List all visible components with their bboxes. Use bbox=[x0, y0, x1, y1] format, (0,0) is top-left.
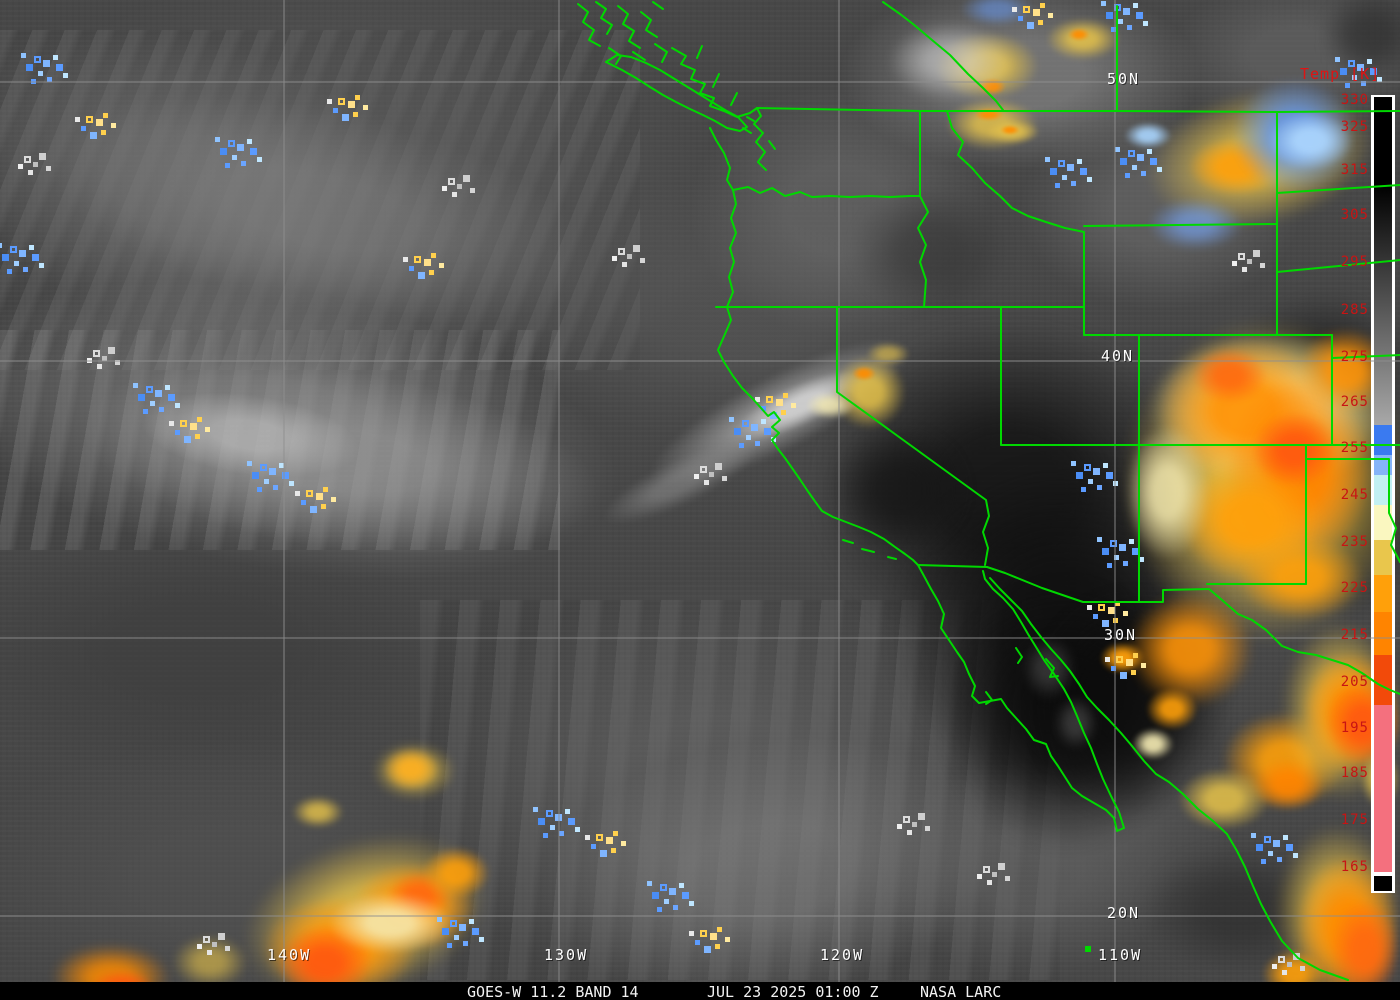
cloud-blob bbox=[866, 342, 910, 366]
speckle-cluster bbox=[905, 818, 908, 821]
cloud-blob bbox=[1238, 535, 1363, 620]
cloud-blob bbox=[1132, 728, 1174, 760]
speckle-cluster bbox=[1112, 542, 1115, 545]
speckle-cluster bbox=[548, 812, 551, 815]
cloud-blob bbox=[328, 892, 452, 954]
cloud-blob bbox=[1068, 28, 1090, 41]
cloud-blob bbox=[806, 392, 854, 419]
timestamp-label: JUL 23 2025 01:00 Z bbox=[707, 983, 879, 1000]
cloud-blob bbox=[292, 796, 344, 828]
speckle-cluster bbox=[26, 158, 29, 161]
product-label: GOES-W 11.2 BAND 14 bbox=[467, 983, 639, 1000]
cloud-blob bbox=[888, 22, 1012, 100]
speckle-cluster bbox=[1280, 958, 1283, 961]
speckle-cluster bbox=[1060, 162, 1063, 165]
cloud-blob bbox=[1128, 592, 1253, 707]
speckle-cluster bbox=[1118, 658, 1121, 661]
cloud-blob bbox=[1268, 112, 1353, 170]
speckle-cluster bbox=[1100, 606, 1103, 609]
speckle-cluster bbox=[702, 932, 705, 935]
speckle-cluster bbox=[205, 938, 208, 941]
speckle-cluster bbox=[1240, 255, 1243, 258]
speckle-cluster bbox=[12, 248, 15, 251]
speckle-cluster bbox=[262, 466, 265, 469]
cloud-blob bbox=[1146, 688, 1198, 730]
cloud-blob bbox=[1100, 642, 1145, 674]
cloud-blob bbox=[852, 366, 876, 381]
cloud-blob bbox=[422, 847, 490, 899]
cloud-blob bbox=[172, 935, 248, 982]
speckle-cluster bbox=[148, 388, 151, 391]
cloud-blob bbox=[1125, 425, 1210, 560]
speckle-cluster bbox=[1130, 152, 1133, 155]
speckle-cluster bbox=[182, 422, 185, 425]
cloud-blob bbox=[90, 970, 154, 982]
speckle-cluster bbox=[452, 922, 455, 925]
status-bar: GOES-W 11.2 BAND 14 JUL 23 2025 01:00 Z … bbox=[0, 982, 1400, 1000]
colorbar-gradient bbox=[1374, 97, 1392, 891]
cloud-blob bbox=[1054, 696, 1098, 750]
speckle-cluster bbox=[1350, 62, 1353, 65]
speckle-cluster bbox=[768, 398, 771, 401]
speckle-cluster bbox=[88, 118, 91, 121]
cloud-blob bbox=[974, 108, 1004, 121]
speckle-cluster bbox=[416, 258, 419, 261]
speckle-cluster bbox=[598, 836, 601, 839]
cloud-blob bbox=[1148, 198, 1243, 250]
speckle-cluster bbox=[744, 422, 747, 425]
speckle-cluster bbox=[1266, 838, 1269, 841]
cloud-blob bbox=[1124, 122, 1172, 149]
credit-label: NASA LARC bbox=[920, 983, 1002, 1000]
speckle-cluster bbox=[985, 868, 988, 871]
speckle-cluster bbox=[702, 468, 705, 471]
speckle-cluster bbox=[620, 250, 623, 253]
cloud-blob bbox=[850, 185, 1010, 315]
speckle-cluster bbox=[308, 492, 311, 495]
speckle-cluster bbox=[1025, 8, 1028, 11]
speckle-cluster bbox=[36, 58, 39, 61]
speckle-cluster bbox=[450, 180, 453, 183]
cloud-blob bbox=[830, 425, 970, 555]
speckle-cluster bbox=[1086, 466, 1089, 469]
cloud-blob bbox=[0, 520, 460, 780]
speckle-cluster bbox=[95, 352, 98, 355]
speckle-cluster bbox=[230, 142, 233, 145]
temperature-colorbar bbox=[1371, 95, 1395, 893]
speckle-cluster bbox=[340, 100, 343, 103]
cloud-blob bbox=[1252, 412, 1337, 487]
speckle-cluster bbox=[662, 886, 665, 889]
cloud-blob bbox=[1192, 348, 1267, 403]
cloud-blob bbox=[1022, 636, 1076, 700]
speckle-cluster bbox=[1116, 6, 1119, 9]
cloud-blob bbox=[383, 748, 439, 790]
cloud-blob bbox=[1000, 125, 1020, 135]
